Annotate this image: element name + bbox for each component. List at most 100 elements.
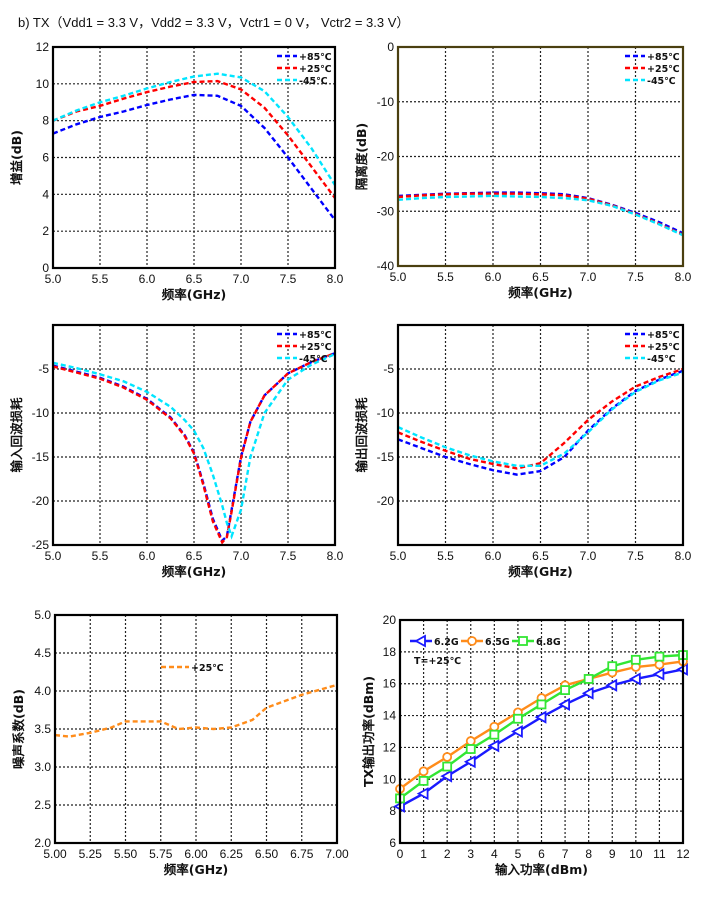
series-line-+85℃ bbox=[53, 93, 335, 221]
data-point-6.2G bbox=[463, 755, 476, 769]
plot-frame bbox=[53, 613, 339, 845]
data-point-6.5G bbox=[489, 721, 500, 732]
y-tick-label: 6 bbox=[389, 836, 396, 850]
x-tick-label: 3 bbox=[467, 847, 474, 861]
data-point-6.2G bbox=[581, 686, 594, 700]
x-tick-label: 8.0 bbox=[675, 270, 692, 284]
y-tick-label: 8 bbox=[42, 114, 49, 128]
y-tick-label: 3.0 bbox=[34, 760, 51, 774]
y-tick-label: 12 bbox=[36, 40, 50, 54]
series-line--45℃ bbox=[53, 72, 335, 186]
x-tick-label: 7.0 bbox=[580, 549, 597, 563]
y-tick-label: -20 bbox=[32, 494, 50, 508]
data-point-6.8G bbox=[513, 713, 523, 724]
y-tick-label: 14 bbox=[383, 709, 397, 723]
y-tick-label: 5.0 bbox=[34, 608, 51, 622]
series-line-+25℃ bbox=[53, 79, 335, 199]
data-point-6.5G bbox=[442, 752, 453, 762]
x-tick-label: 5.5 bbox=[437, 549, 454, 563]
y-axis-label: 输入回波损耗 bbox=[9, 397, 24, 473]
x-tick-label: 7 bbox=[562, 847, 569, 861]
legend-label: -45℃ bbox=[299, 354, 328, 365]
legend-label: +85℃ bbox=[647, 330, 680, 341]
x-tick-label: 12 bbox=[676, 847, 690, 861]
annotation-temperature: T=+25℃ bbox=[414, 656, 461, 667]
x-axis-label: 频率(GHz) bbox=[162, 287, 226, 302]
x-tick-label: 7.5 bbox=[627, 549, 644, 563]
legend-label: 6.2G bbox=[434, 637, 459, 648]
legend-label: +85℃ bbox=[299, 52, 332, 63]
y-tick-label: -20 bbox=[377, 494, 395, 508]
data-point-6.2G bbox=[558, 697, 570, 711]
y-tick-label: 18 bbox=[383, 645, 397, 659]
x-tick-label: 8.0 bbox=[327, 272, 344, 286]
data-point-6.8G bbox=[489, 729, 500, 740]
data-point-6.2G bbox=[440, 769, 453, 783]
x-tick-label: 6.25 bbox=[220, 847, 244, 861]
x-tick-label: 2 bbox=[444, 847, 451, 861]
series-line-+25℃ bbox=[55, 683, 337, 738]
legend-label: 6.5G bbox=[485, 637, 510, 648]
data-point-6.8G bbox=[583, 674, 594, 684]
legend-label: +85℃ bbox=[299, 330, 332, 341]
series-line-+25℃ bbox=[398, 192, 683, 236]
x-tick-label: 7.5 bbox=[280, 272, 297, 286]
x-axis-label: 频率(GHz) bbox=[162, 564, 226, 579]
y-tick-label: 2.5 bbox=[34, 798, 51, 812]
data-point-6.8G bbox=[536, 699, 547, 710]
y-tick-label: 2 bbox=[42, 224, 49, 238]
x-tick-label: 5.0 bbox=[390, 549, 407, 563]
x-tick-label: 6.5 bbox=[186, 272, 203, 286]
y-tick-label: 0 bbox=[387, 40, 394, 54]
x-tick-label: 6.5 bbox=[532, 549, 549, 563]
plot-frame bbox=[51, 45, 337, 270]
series-line--45℃ bbox=[53, 352, 335, 540]
y-tick-label: 4.0 bbox=[34, 684, 51, 698]
y-tick-label: -10 bbox=[32, 406, 50, 420]
chart-isolation: 5.0 5.5 6.0 6.5 7.0 7.5 8.0 -40 -30 -20 -10 0 频率(GHz… bbox=[354, 40, 692, 300]
y-axis-label: 隔离度(dB) bbox=[354, 123, 369, 190]
y-tick-label: -5 bbox=[38, 362, 49, 376]
y-tick-label: 6 bbox=[42, 151, 49, 165]
y-axis-label: 噪声系数(dB) bbox=[11, 689, 26, 769]
x-tick-label: 6.5 bbox=[186, 549, 203, 563]
chart-output-return-loss: 5.0 5.5 6.0 6.5 7.0 7.5 8.0 -20 -15 -10 -5 频率(GHz) 输… bbox=[354, 323, 692, 579]
legend-label: -45℃ bbox=[299, 76, 328, 87]
y-tick-label: -20 bbox=[377, 150, 395, 164]
legend-marker-6.2G bbox=[414, 634, 426, 648]
y-tick-label: -5 bbox=[383, 362, 394, 376]
data-point-6.8G bbox=[630, 654, 641, 665]
y-tick-label: 12 bbox=[383, 740, 397, 754]
y-tick-label: 10 bbox=[383, 772, 397, 786]
x-tick-label: 7.00 bbox=[325, 847, 349, 861]
x-tick-label: 6.0 bbox=[485, 270, 502, 284]
x-tick-label: 5.0 bbox=[45, 272, 62, 286]
x-tick-label: 5.25 bbox=[79, 847, 103, 861]
x-tick-label: 5.50 bbox=[114, 847, 138, 861]
x-tick-label: 5.00 bbox=[43, 847, 67, 861]
x-tick-label: 7.0 bbox=[233, 549, 250, 563]
x-tick-label: 9 bbox=[609, 847, 616, 861]
x-axis-label: 频率(GHz) bbox=[508, 285, 572, 300]
y-tick-label: -30 bbox=[377, 204, 395, 218]
y-tick-label: -40 bbox=[377, 259, 395, 273]
x-tick-label: 6.0 bbox=[485, 549, 502, 563]
y-tick-label: 4.5 bbox=[34, 646, 51, 660]
x-tick-label: 1 bbox=[420, 847, 427, 861]
y-tick-label: 2.0 bbox=[34, 836, 51, 850]
x-tick-label: 6.0 bbox=[139, 549, 156, 563]
y-axis-label: 增益(dB) bbox=[9, 130, 24, 185]
x-tick-label: 5.0 bbox=[390, 270, 407, 284]
legend-label: +25℃ bbox=[299, 64, 332, 75]
data-point-6.8G bbox=[560, 685, 570, 695]
legend-label: +85℃ bbox=[647, 52, 680, 63]
data-point-6.8G bbox=[465, 744, 476, 754]
x-tick-label: 6.75 bbox=[290, 847, 314, 861]
y-tick-label: 20 bbox=[383, 613, 397, 627]
x-tick-label: 8 bbox=[585, 847, 592, 861]
x-tick-label: 6.00 bbox=[184, 847, 208, 861]
series-line-+25℃ bbox=[53, 352, 335, 545]
legend-label: -45℃ bbox=[647, 76, 676, 87]
legend-marker-6.5G bbox=[467, 636, 477, 646]
